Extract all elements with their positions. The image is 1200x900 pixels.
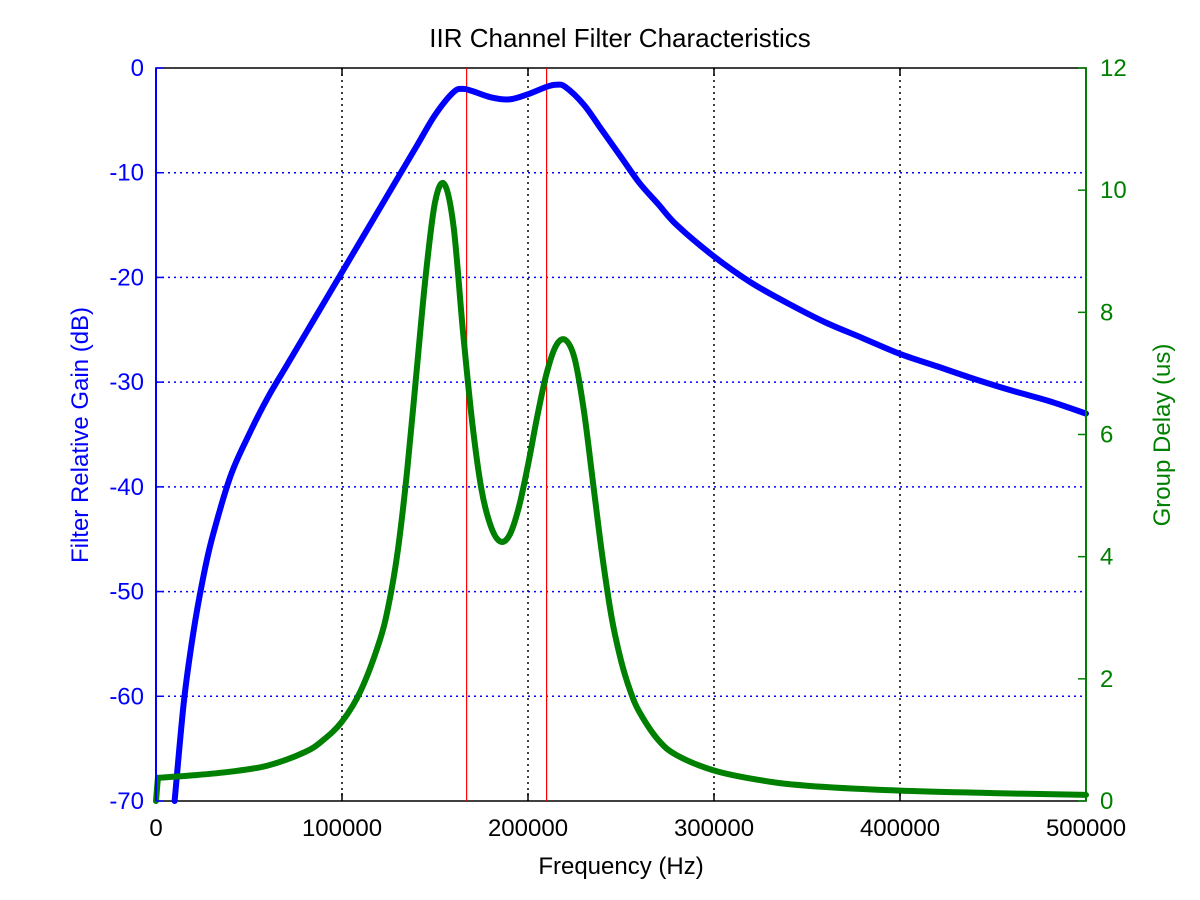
right-y-tick-label: 0	[1100, 788, 1113, 815]
x-tick-label: 100000	[302, 815, 382, 842]
right-y-tick-label: 2	[1100, 666, 1113, 693]
left-y-tick-label: -60	[109, 683, 144, 710]
axes: 0 100000 200000 300000 400000 5000000-10-20-3…	[109, 55, 1126, 842]
chart-title: IIR Channel Filter Characteristics	[429, 23, 810, 53]
x-tick-label: 0	[149, 815, 162, 842]
left-y-axis-label: Filter Relative Gain (dB)	[67, 307, 94, 563]
x-tick-label: 500000	[1046, 815, 1126, 842]
grid	[156, 68, 1086, 801]
left-y-tick-label: -10	[109, 160, 144, 187]
vertical-markers	[466, 68, 548, 801]
right-y-tick-label: 8	[1100, 299, 1113, 326]
right-y-tick-label: 6	[1100, 422, 1113, 449]
left-y-tick-label: -50	[109, 579, 144, 606]
x-tick-label: 300000	[674, 815, 754, 842]
left-y-tick-label: -70	[109, 788, 144, 815]
right-y-tick-label: 4	[1100, 544, 1113, 571]
gain-series-line	[171, 81, 1089, 804]
right-y-tick-label: 10	[1100, 177, 1127, 204]
series-layer	[153, 81, 1089, 804]
x-tick-label: 200000	[488, 815, 568, 842]
left-y-tick-label: -30	[109, 369, 144, 396]
left-y-tick-label: 0	[131, 55, 144, 82]
x-axis-label: Frequency (Hz)	[538, 853, 703, 880]
left-y-tick-label: -20	[109, 264, 144, 291]
x-tick-label: 400000	[860, 815, 940, 842]
left-y-tick-label: -40	[109, 474, 144, 501]
group-delay-series-line	[153, 180, 1089, 804]
right-y-tick-label: 12	[1100, 55, 1127, 82]
plot-frame	[155, 67, 1087, 802]
right-y-axis-label: Group Delay (us)	[1149, 344, 1176, 527]
